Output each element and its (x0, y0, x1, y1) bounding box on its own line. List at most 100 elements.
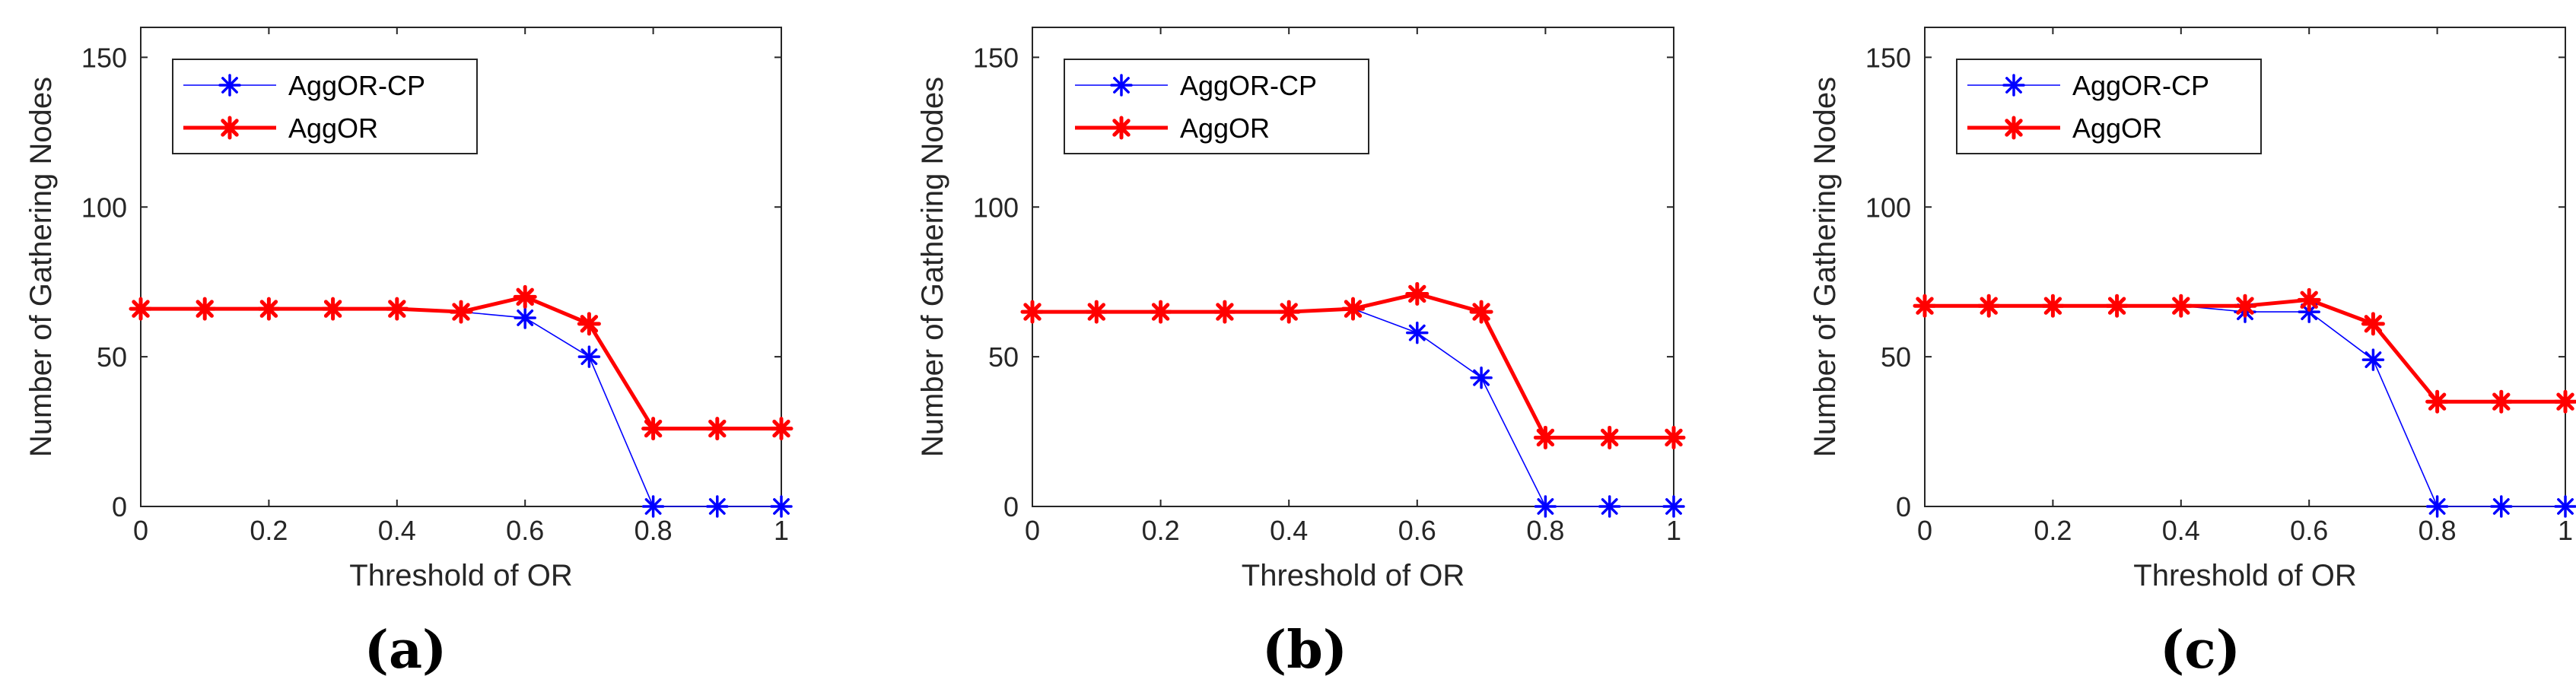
y-tick-label: 100 (81, 192, 127, 223)
data-point-aggor (1277, 300, 1301, 324)
legend-marker (218, 116, 242, 140)
data-point-aggor (577, 312, 601, 336)
data-point-aggor-cp (1598, 495, 1621, 518)
legend: AggOR-CP AggOR (1956, 59, 2262, 154)
data-point-aggor (1977, 294, 2001, 318)
x-tick-label: 1 (774, 515, 789, 546)
legend-marker (2002, 74, 2025, 97)
y-tick-label: 50 (97, 341, 127, 373)
y-tick-label: 0 (1003, 491, 1019, 522)
data-point-aggor-cp (770, 495, 793, 518)
y-axis-label: Number of Gathering Nodes (24, 77, 58, 457)
data-point-aggor (1020, 300, 1045, 324)
data-point-aggor-cp (577, 345, 601, 368)
x-tick-label: 0.8 (634, 515, 673, 546)
x-tick-label: 0.6 (506, 515, 544, 546)
x-tick-label: 0.8 (2419, 515, 2457, 546)
data-point-aggor-cp (706, 495, 729, 518)
data-point-aggor-cp (514, 306, 536, 329)
legend-label: AggOR-CP (288, 70, 425, 101)
legend-label: AggOR-CP (2072, 70, 2209, 101)
x-tick-label: 0.2 (2034, 515, 2072, 546)
data-point-aggor (641, 417, 666, 441)
data-point-aggor (1405, 281, 1430, 306)
x-tick-label: 1 (2558, 515, 2573, 546)
x-axis-label: Threshold of OR (1242, 559, 1465, 592)
chart-panel-2: 0 0.2 0.4 0.6 0.8 1 0 50 100 150 Threshold of OR Nu… (916, 27, 1686, 681)
data-point-aggor (2553, 389, 2576, 414)
y-tick-label: 150 (973, 42, 1019, 73)
data-point-aggor (513, 284, 537, 309)
y-axis-label: Number of Gathering Nodes (916, 77, 949, 457)
data-point-aggor (2425, 389, 2450, 414)
y-tick-label: 0 (112, 491, 127, 522)
x-tick-label: 0.4 (378, 515, 416, 546)
data-point-aggor (1662, 425, 1686, 449)
data-point-aggor (2105, 294, 2129, 318)
data-point-aggor (1341, 297, 1365, 321)
x-tick-label: 0.4 (2162, 515, 2200, 546)
y-axis-label: Number of Gathering Nodes (1808, 77, 1842, 457)
panel-label: (b) (1262, 620, 1347, 681)
y-tick-label: 50 (988, 341, 1019, 373)
data-point-aggor-cp (1470, 366, 1493, 389)
legend-marker (2002, 116, 2026, 140)
data-point-aggor-cp (1662, 495, 1685, 518)
data-point-aggor-cp (1406, 321, 1429, 344)
y-tick-label: 100 (1865, 192, 1911, 223)
legend-label: AggOR (288, 113, 378, 144)
x-tick-label: 0.4 (1270, 515, 1308, 546)
y-tick-label: 150 (1865, 42, 1911, 73)
data-point-aggor (1913, 294, 1937, 318)
x-tick-label: 1 (1666, 515, 1681, 546)
data-point-aggor (1533, 425, 1557, 449)
data-point-aggor (1149, 300, 1173, 324)
legend-box (1956, 59, 2262, 154)
data-point-aggor (192, 297, 217, 321)
x-tick-label: 0 (1025, 515, 1040, 546)
data-point-aggor (129, 297, 153, 321)
legend-box (172, 59, 478, 154)
data-point-aggor-cp (1534, 495, 1557, 518)
data-point-aggor-cp (2361, 348, 2385, 371)
y-tick-label: 50 (1881, 341, 1911, 373)
data-point-aggor-cp (2554, 495, 2576, 518)
x-tick-label: 0.6 (1398, 515, 1436, 546)
legend-marker (218, 74, 241, 97)
legend-label: AggOR (2072, 113, 2162, 144)
legend: AggOR-CP AggOR (1064, 59, 1369, 154)
panel-label: (a) (364, 620, 447, 681)
x-tick-label: 0 (1917, 515, 1932, 546)
data-point-aggor (1598, 425, 1622, 449)
x-tick-label: 0.8 (1526, 515, 1564, 546)
data-point-aggor (2489, 389, 2514, 414)
data-point-aggor (2233, 294, 2257, 318)
data-point-aggor (2040, 294, 2065, 318)
x-tick-label: 0 (133, 515, 148, 546)
data-point-aggor (1469, 300, 1493, 324)
data-point-aggor (769, 417, 793, 441)
data-point-aggor (2361, 312, 2385, 336)
y-tick-label: 0 (1896, 491, 1911, 522)
x-tick-label: 0.2 (250, 515, 288, 546)
x-tick-label: 0.2 (1142, 515, 1180, 546)
legend-label: AggOR (1180, 113, 1270, 144)
data-point-aggor (256, 297, 281, 321)
chart-panel-1: 0 0.2 0.4 0.6 0.8 1 0 50 100 150 Threshold of OR Nu… (24, 27, 793, 681)
data-point-aggor (385, 297, 409, 321)
x-tick-label: 0.6 (2290, 515, 2328, 546)
data-point-aggor-cp (641, 495, 665, 518)
chart-panel-3: 0 0.2 0.4 0.6 0.8 1 0 50 100 150 Threshold of OR Nu… (1808, 27, 2576, 681)
data-point-aggor (1084, 300, 1108, 324)
y-tick-label: 100 (973, 192, 1019, 223)
data-point-aggor-cp (2425, 495, 2449, 518)
data-point-aggor (2297, 287, 2321, 312)
legend-box (1064, 59, 1369, 154)
x-axis-label: Threshold of OR (349, 559, 572, 592)
data-point-aggor (2169, 294, 2193, 318)
y-tick-label: 150 (81, 42, 127, 73)
panel-label: (c) (2160, 620, 2240, 681)
x-axis-label: Threshold of OR (2133, 559, 2356, 592)
legend: AggOR-CP AggOR (172, 59, 478, 154)
